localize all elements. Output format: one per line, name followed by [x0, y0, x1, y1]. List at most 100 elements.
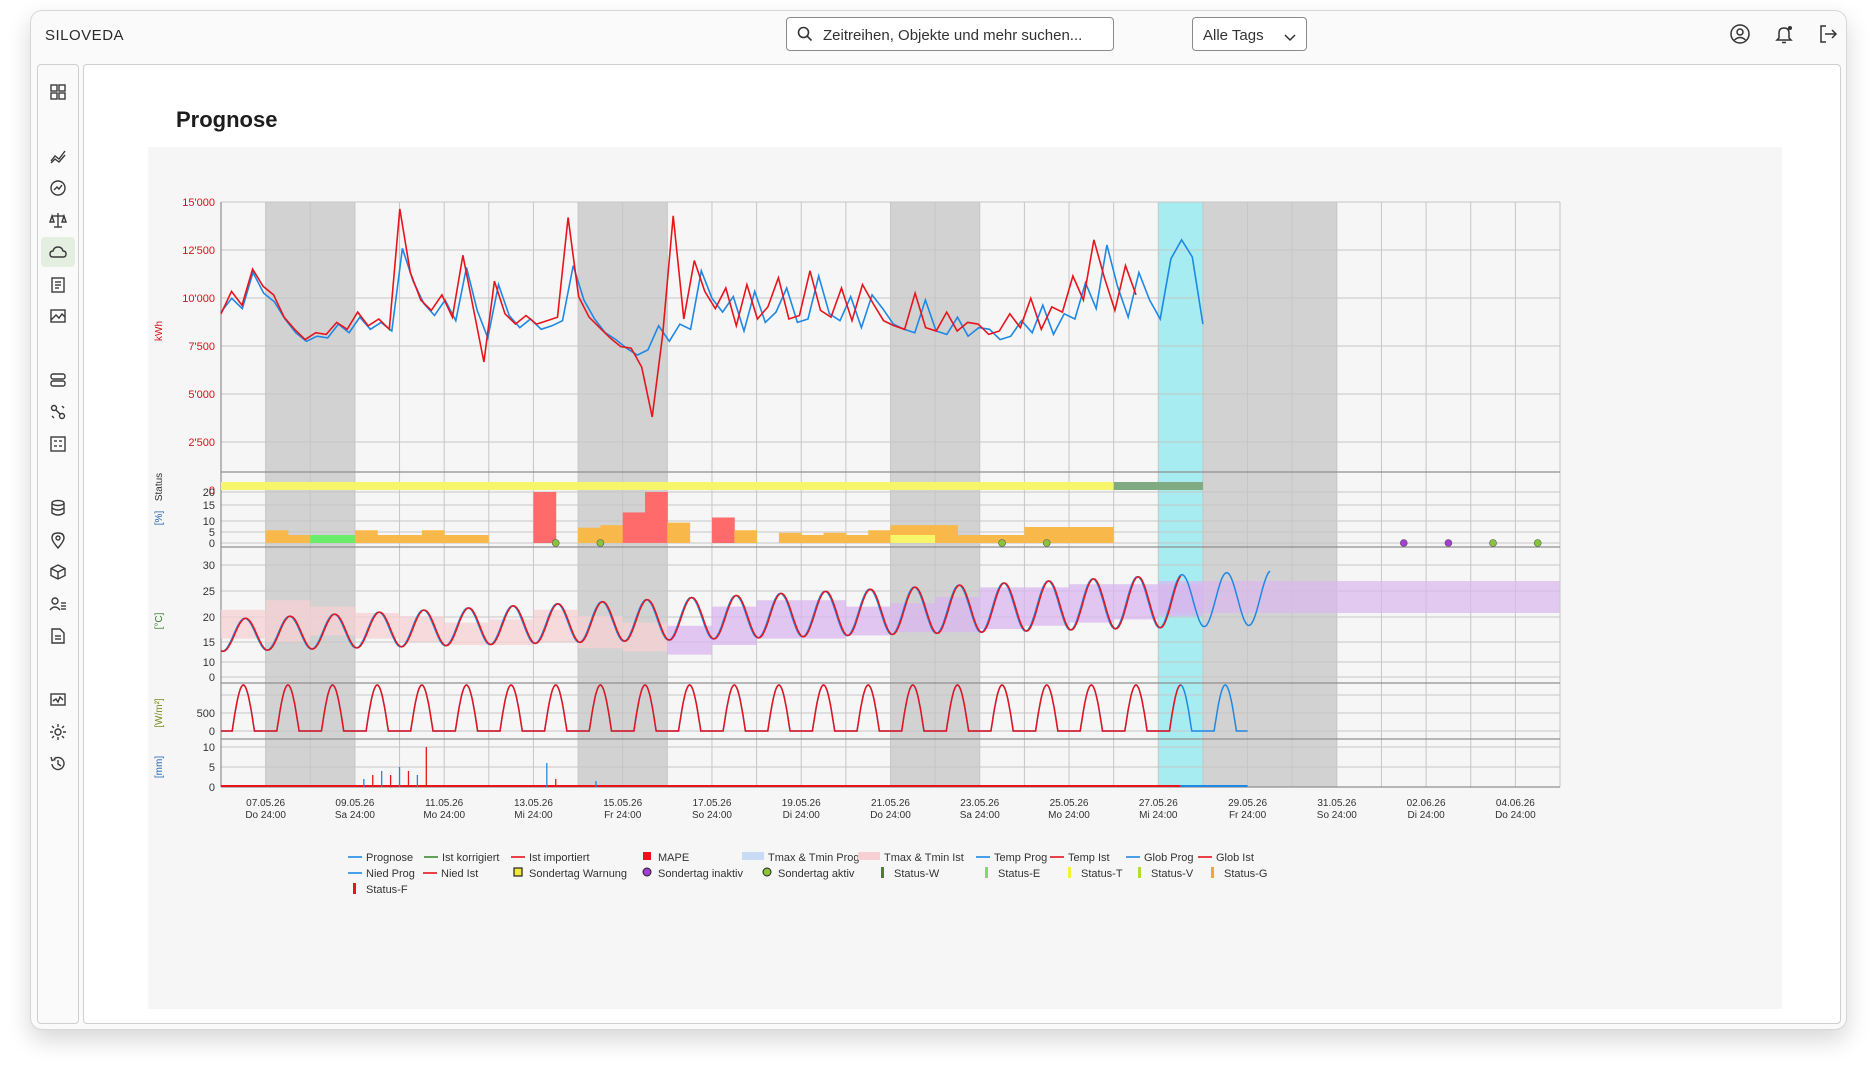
sidebar-item-history[interactable]	[41, 749, 75, 779]
legend-item: Sondertag aktiv	[762, 867, 855, 880]
legend-label: Status-T	[1081, 868, 1123, 880]
legend-swatch-dot	[642, 867, 652, 877]
legend-label: Status-W	[894, 868, 940, 880]
sidebar-item-cube[interactable]	[41, 557, 75, 587]
legend-swatch-bar	[881, 867, 884, 878]
prec-tick-label: 5	[209, 762, 215, 774]
sidebar-item-flow[interactable]	[41, 397, 75, 427]
legend-swatch-bar	[1211, 867, 1214, 878]
legend-item: Nied Ist	[423, 868, 478, 880]
legend-label: Tmax & Tmin Prog	[768, 852, 860, 864]
x-tick-date: 19.05.26	[782, 798, 821, 809]
temp-band	[221, 609, 266, 639]
y-axis-title: [W/m²]	[154, 698, 165, 728]
x-tick-day: Fr 24:00	[1229, 810, 1267, 821]
legend-swatch-bar	[1138, 867, 1141, 878]
sidebar-item-clipboard[interactable]	[41, 269, 75, 299]
user-icon[interactable]	[1729, 23, 1751, 50]
main-content: Prognose 15'000 12'500 10'000 7'500 5'000 2'5…	[83, 64, 1841, 1024]
sidebar-item-cloud[interactable]	[41, 237, 75, 267]
legend-label: Temp Ist	[1068, 852, 1110, 864]
mape-bar	[734, 530, 758, 543]
sidebar-item-users[interactable]	[41, 589, 75, 619]
legend-label: Nied Ist	[441, 868, 478, 880]
x-tick-date: 15.05.26	[603, 798, 642, 809]
sidebar-item-location[interactable]	[41, 525, 75, 555]
sidebar-item-analytics[interactable]	[41, 141, 75, 171]
search-box[interactable]: Zeitreihen, Objekte und mehr suchen...	[786, 17, 1114, 51]
sidebar	[37, 64, 79, 1024]
energy-tick-label: 15'000	[182, 197, 215, 209]
clipboard-icon	[51, 277, 65, 293]
legend-item: Nied Prog	[348, 868, 415, 880]
x-tick-date: 29.05.26	[1228, 798, 1267, 809]
x-tick-day: Do 24:00	[870, 810, 911, 821]
sidebar-item-dashboard[interactable]	[41, 77, 75, 107]
sidebar-item-stack[interactable]	[41, 365, 75, 395]
temp-tick-label: 20	[203, 612, 215, 624]
legend-label: Sondertag aktiv	[778, 868, 855, 880]
sidebar-item-landscape[interactable]	[41, 301, 75, 331]
mape-tick-label: 5	[209, 527, 215, 539]
x-tick-date: 25.05.26	[1050, 798, 1089, 809]
sidebar-item-gauge[interactable]	[41, 173, 75, 203]
y-axis-title: [%]	[154, 511, 165, 526]
mape-tick-label: 15	[203, 500, 215, 512]
legend-label: Status-V	[1151, 868, 1194, 880]
sidebar-item-monitor[interactable]	[41, 685, 75, 715]
mape-bar	[667, 522, 691, 543]
monitor-icon	[50, 693, 66, 706]
x-tick-date: 17.05.26	[692, 798, 731, 809]
mape-bar	[578, 527, 601, 543]
series-glob-prog	[221, 684, 1248, 732]
mape-bar	[935, 535, 1025, 543]
stack-icon	[50, 373, 66, 387]
sondertag-marker	[596, 539, 605, 547]
forecast-chart: 15'00012'50010'0007'5005'0002'5000201510…	[154, 197, 1561, 896]
tags-select[interactable]: Alle Tags	[1192, 17, 1307, 51]
x-tick-day: So 24:00	[1317, 810, 1357, 821]
legend-label: Nied Prog	[366, 868, 415, 880]
search-input[interactable]: Zeitreihen, Objekte und mehr suchen...	[823, 27, 1083, 44]
bell-icon[interactable]	[1773, 23, 1795, 50]
mape-bar	[310, 535, 355, 543]
mape-bar	[645, 492, 668, 543]
temp-band	[1069, 584, 1114, 623]
x-tick-day: Mi 24:00	[1139, 810, 1178, 821]
temp-band	[1113, 584, 1159, 620]
landscape-icon	[50, 309, 66, 323]
legend-item: Status-F	[353, 883, 408, 896]
sidebar-item-database[interactable]	[41, 493, 75, 523]
series-glob-ist	[221, 684, 1181, 732]
sidebar-item-document[interactable]	[41, 621, 75, 651]
sidebar-item-settings[interactable]	[41, 717, 75, 747]
mape-bar	[890, 535, 936, 543]
temp-tick-label: 25	[203, 586, 215, 598]
x-tick-day: Mo 24:00	[423, 810, 465, 821]
legend-item: Status-E	[985, 867, 1040, 880]
x-tick-day: Fr 24:00	[604, 810, 642, 821]
logout-icon[interactable]	[1817, 23, 1839, 50]
app-window: SILOVEDA Zeitreihen, Objekte und mehr su…	[30, 10, 1847, 1030]
brand-logo[interactable]: SILOVEDA	[45, 27, 125, 44]
temp-band	[265, 600, 311, 642]
rad-tick-label: 0	[209, 726, 215, 738]
cloud-icon	[49, 246, 67, 258]
x-tick-day: Sa 24:00	[335, 810, 375, 821]
temp-band	[667, 625, 712, 655]
balance-icon	[49, 213, 67, 228]
tags-select-value: Alle Tags	[1203, 27, 1264, 44]
legend-label: Status-F	[366, 884, 408, 896]
dashboard-icon	[50, 84, 66, 100]
legend-label: Ist korrigiert	[442, 852, 499, 864]
x-tick-day: Mo 24:00	[1048, 810, 1090, 821]
cube-icon	[50, 564, 66, 580]
x-tick-date: 11.05.26	[425, 798, 464, 809]
gauge-icon	[50, 180, 66, 196]
legend-item: Temp Ist	[1050, 852, 1110, 864]
sondertag-marker	[1399, 539, 1408, 547]
legend-item: Sondertag inaktiv	[642, 867, 743, 880]
temp-band	[578, 616, 623, 649]
sidebar-item-calculator[interactable]	[41, 429, 75, 459]
sidebar-item-balance[interactable]	[41, 205, 75, 235]
